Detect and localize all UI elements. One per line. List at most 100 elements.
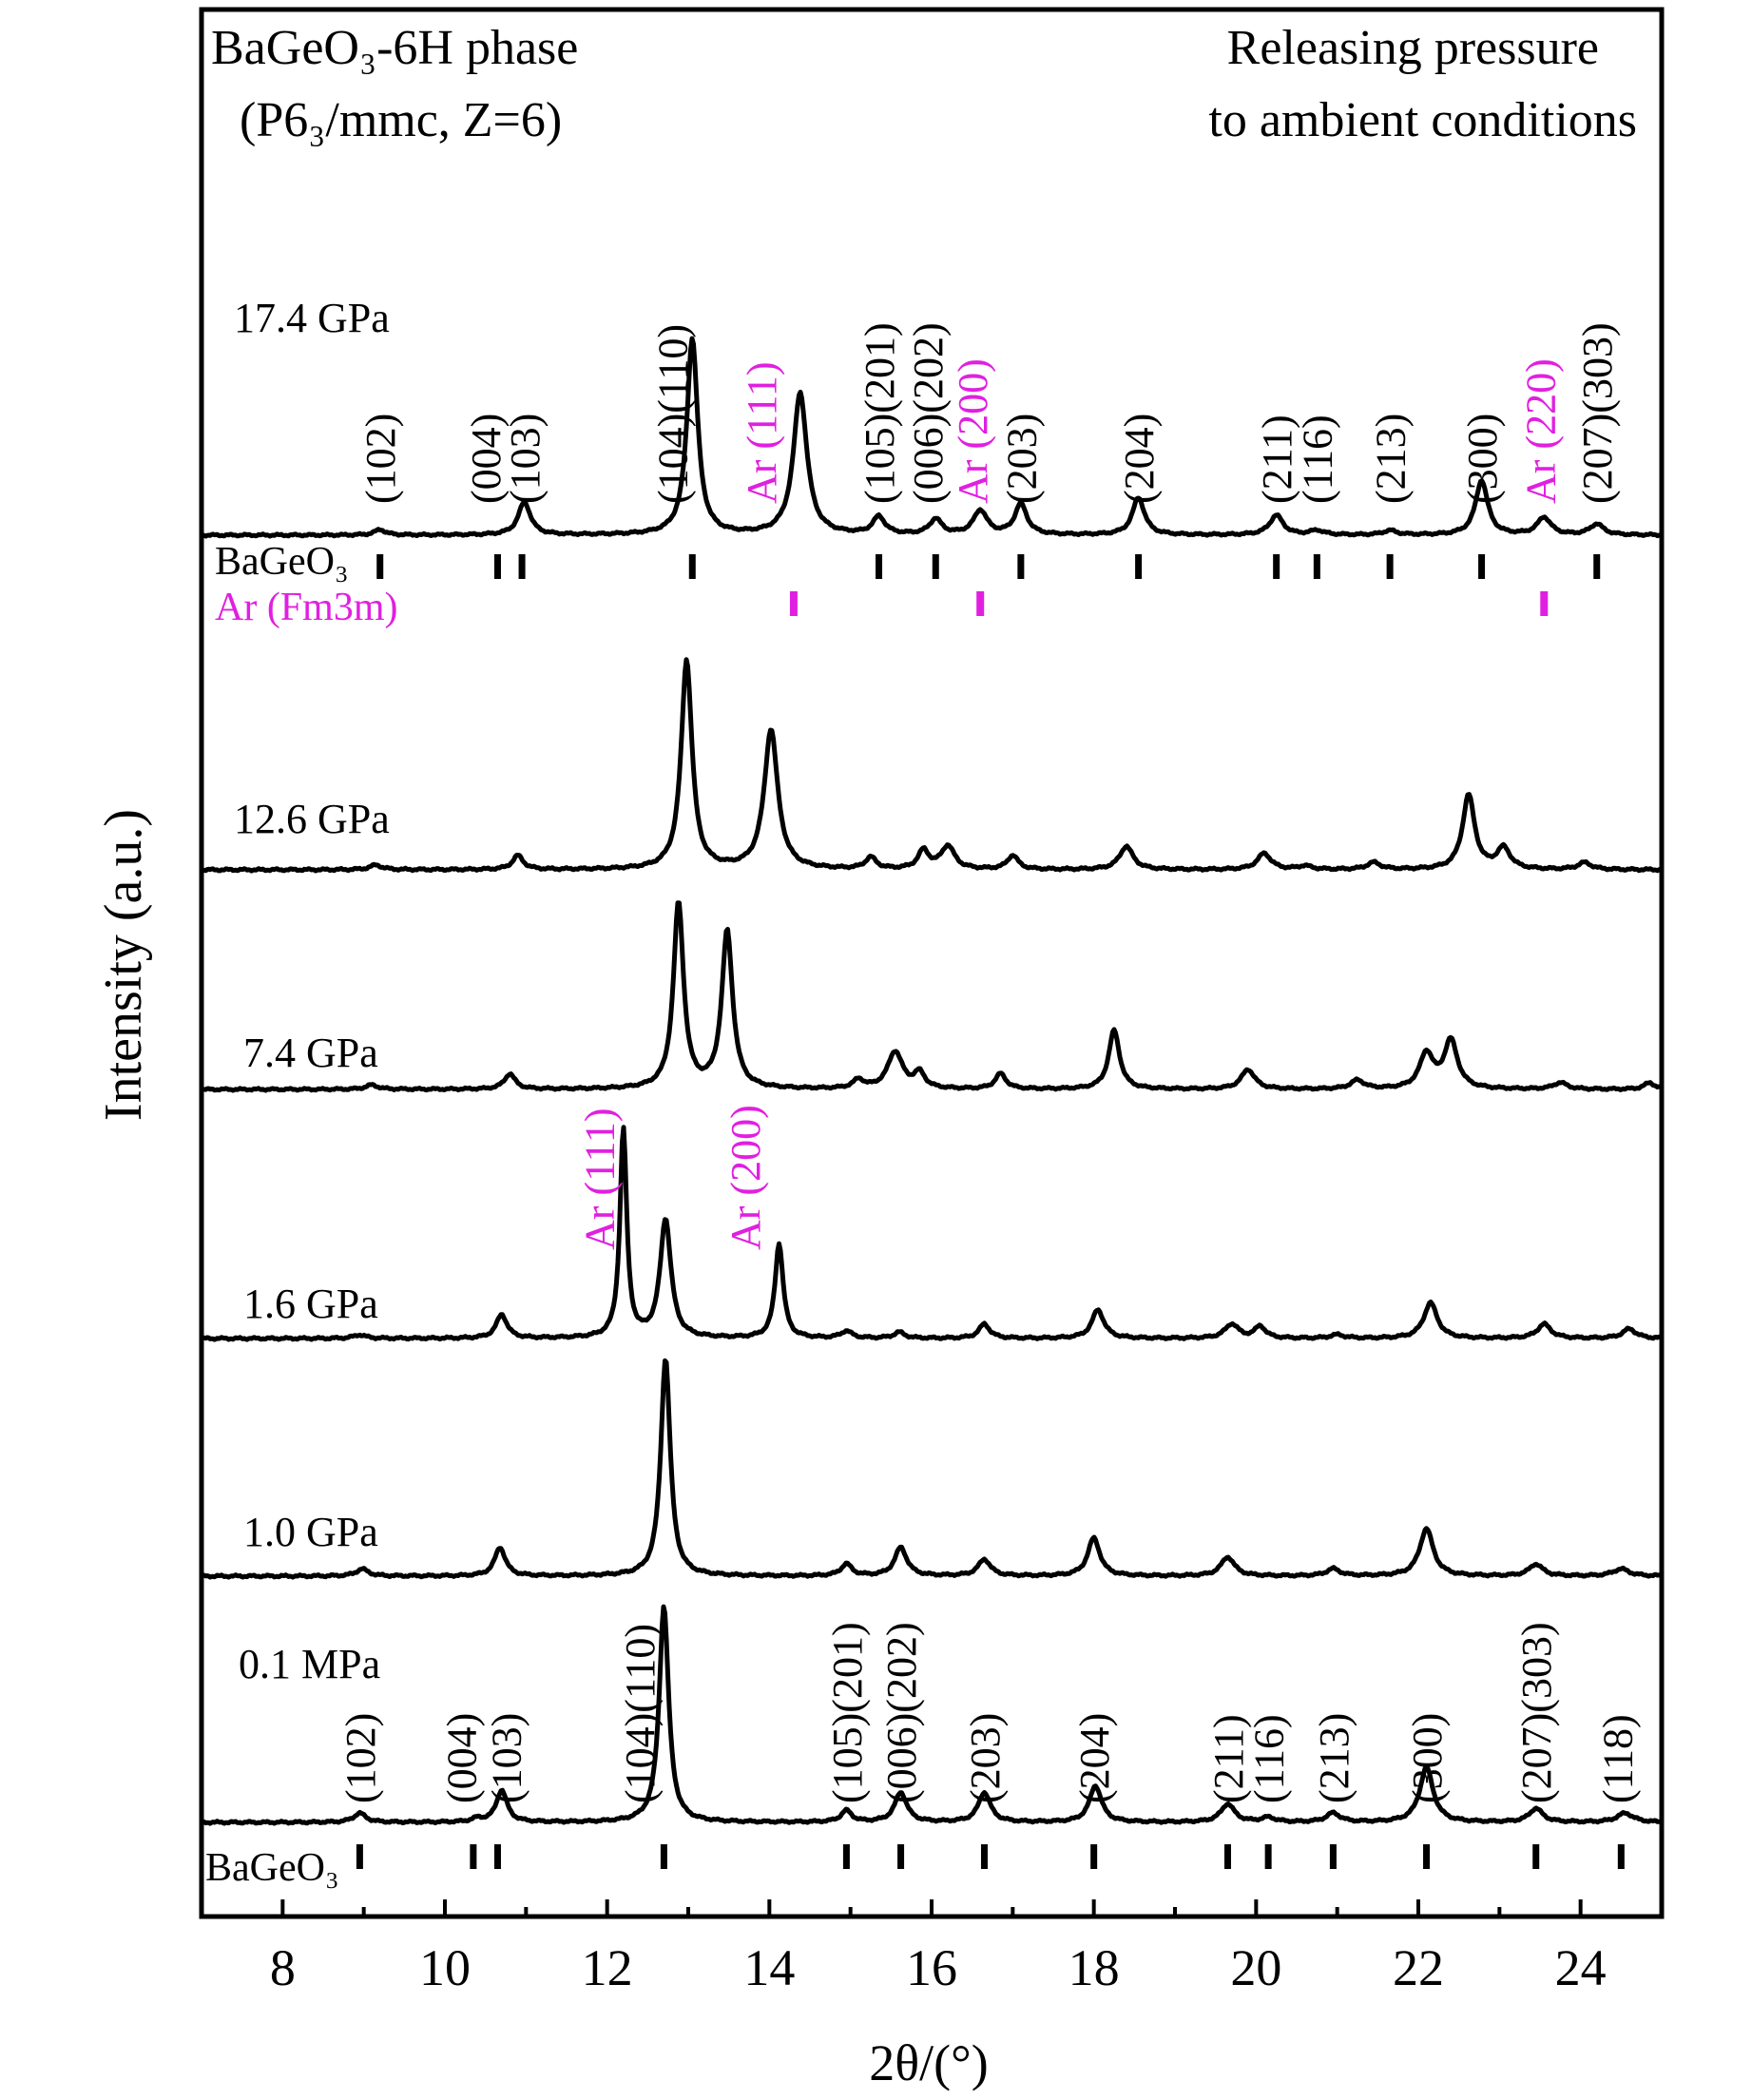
chart-annotations: BaGeO₃-6H phase (P6₃/mmc, Z=6) Releasing… — [94, 21, 1637, 2091]
reference-tick-upper-6 — [1017, 554, 1025, 579]
peak-label-bottom_pattern-13: (118) — [1595, 1714, 1642, 1803]
reference-tick-upper-3 — [688, 554, 696, 579]
reference-tick-upper-1 — [493, 554, 501, 579]
reference-tick-argon-0 — [789, 591, 798, 616]
peak-label-top_pattern-0: (102) — [357, 414, 404, 504]
reference-tick-upper-4 — [876, 554, 883, 579]
peak-label-pattern_1_6-1: Ar (200) — [722, 1105, 769, 1250]
peak-label-top_pattern-8: (203) — [998, 414, 1045, 504]
series-label-2: 7.4 GPa — [243, 1030, 378, 1076]
peak-label-top_pattern-12: (213) — [1368, 414, 1415, 504]
peak-label-top_pattern-4: Ar (111) — [739, 362, 785, 504]
reference-label-lower: BaGeO₃ — [205, 1846, 339, 1890]
series-label-5: 0.1 MPa — [239, 1641, 380, 1687]
reference-tick-argon-2 — [1540, 591, 1549, 616]
reference-tick-lower-0 — [356, 1844, 363, 1869]
reference-tick-upper-8 — [1273, 554, 1280, 579]
reference-tick-upper-0 — [376, 554, 384, 579]
peak-label-bottom_pattern-12: (207)(303) — [1513, 1622, 1560, 1803]
peak-label-top_pattern-14: Ar (220) — [1517, 358, 1564, 504]
chart-note-line-2: to ambient conditions — [1208, 93, 1637, 147]
reference-tick-lower-4 — [842, 1844, 850, 1869]
chart-title-line-1: BaGeO₃-6H phase — [211, 21, 578, 75]
x-tick-label-14: 14 — [743, 1939, 795, 1996]
reference-tick-upper-9 — [1313, 554, 1320, 579]
series-label-0: 17.4 GPa — [234, 295, 390, 341]
series-curve-5 — [201, 1604, 1664, 1826]
reference-label-argon: Ar (Fm3m) — [215, 586, 398, 629]
reference-tick-lower-8 — [1223, 1844, 1231, 1869]
series-label-3: 1.6 GPa — [243, 1281, 378, 1327]
peak-label-bottom_pattern-1: (004) — [439, 1713, 486, 1803]
x-tick-label-8: 8 — [270, 1939, 296, 1996]
y-axis-label: Intensity (a.u.) — [94, 809, 153, 1121]
x-tick-label-16: 16 — [906, 1939, 957, 1996]
reference-tick-upper-2 — [518, 554, 526, 579]
peak-label-bottom_pattern-0: (102) — [337, 1713, 384, 1803]
reference-tick-lower-5 — [897, 1844, 905, 1869]
x-tick-label-22: 22 — [1393, 1939, 1444, 1996]
series-curve-1 — [201, 657, 1663, 874]
plot-frame — [199, 7, 1665, 1919]
series-curve-3 — [200, 1125, 1664, 1342]
reference-label-upper: BaGeO₃ — [215, 540, 349, 584]
series-labels: 17.4 GPa 12.6 GPa 7.4 GPa 1.6 GPa 1.0 GPa 0.1… — [234, 295, 390, 1687]
reference-tick-lower-3 — [660, 1844, 667, 1869]
peak-label-top_pattern-15: (207)(303) — [1574, 322, 1621, 504]
series-label-1: 12.6 GPa — [234, 796, 390, 842]
x-axis-label: 2θ/(°) — [869, 2034, 988, 2091]
x-tick-label-18: 18 — [1069, 1939, 1120, 1996]
peak-label-top_pattern-9: (204) — [1116, 414, 1163, 504]
peak-label-bottom_pattern-7: (204) — [1071, 1713, 1118, 1803]
reference-tick-upper-5 — [932, 554, 939, 579]
series-label-4: 1.0 GPa — [243, 1509, 378, 1555]
peak-label-bottom_pattern-10: (213) — [1311, 1713, 1357, 1803]
reference-tick-upper-12 — [1593, 554, 1601, 579]
chart-note-line-1: Releasing pressure — [1227, 21, 1599, 75]
x-tick-label-24: 24 — [1555, 1939, 1607, 1996]
x-tick-label-12: 12 — [582, 1939, 633, 1996]
chart-title-line-2: (P6₃/mmc, Z=6) — [240, 93, 562, 147]
peak-label-bottom_pattern-5: (006)(202) — [878, 1622, 925, 1803]
peak-label-bottom_pattern-11: (300) — [1404, 1713, 1451, 1803]
reference-tick-upper-10 — [1386, 554, 1394, 579]
peak-label-top_pattern-13: (300) — [1459, 414, 1506, 504]
reference-tick-lower-6 — [980, 1844, 988, 1869]
peak-label-top_pattern-5: (105)(201) — [857, 322, 903, 504]
peak-label-bottom_pattern-2: (103) — [483, 1713, 529, 1803]
peak-label-top_pattern-10: (211) — [1254, 414, 1300, 504]
peak-label-bottom_pattern-8: (211) — [1205, 1714, 1252, 1803]
reference-tick-upper-11 — [1478, 554, 1486, 579]
reference-tick-lower-10 — [1329, 1844, 1337, 1869]
peak-label-bottom_pattern-4: (105)(201) — [824, 1622, 871, 1803]
reference-tick-argon-1 — [976, 591, 985, 616]
peak-label-top_pattern-1: (004) — [463, 414, 510, 504]
reference-tick-lower-13 — [1617, 1844, 1625, 1869]
reference-tick-lower-7 — [1090, 1844, 1098, 1869]
peak-label-top_pattern-2: (103) — [502, 414, 549, 504]
peak-label-bottom_pattern-9: (116) — [1246, 1714, 1293, 1803]
x-tick-label-10: 10 — [419, 1939, 471, 1996]
reference-tick-lower-2 — [493, 1844, 501, 1869]
peak-label-bottom_pattern-3: (104)(110) — [617, 1624, 664, 1803]
peak-label-pattern_1_6-0: Ar (111) — [577, 1108, 624, 1250]
series-curve-0 — [201, 336, 1663, 539]
reference-tick-upper-7 — [1135, 554, 1143, 579]
reference-tick-lower-11 — [1423, 1844, 1431, 1869]
reference-tick-lower-1 — [470, 1844, 477, 1869]
peak-label-bottom_pattern-6: (203) — [962, 1713, 1009, 1803]
x-axis: 8 10 12 14 16 18 20 22 24 — [200, 1899, 1664, 1996]
reference-ticks — [356, 554, 1625, 1869]
reference-tick-lower-9 — [1264, 1844, 1272, 1869]
diffraction-curves — [200, 336, 1664, 1826]
peak-label-top_pattern-11: (116) — [1295, 414, 1341, 504]
series-curve-2 — [200, 900, 1664, 1093]
peak-labels: (102) (004)(103) (104)(110) Ar (111) (105)(2… — [337, 322, 1642, 1803]
x-tick-label-20: 20 — [1230, 1939, 1281, 1996]
peak-label-top_pattern-6: (006)(202) — [905, 322, 952, 504]
peak-label-top_pattern-7: Ar (200) — [950, 358, 996, 504]
reference-tick-lower-12 — [1532, 1844, 1540, 1869]
peak-label-top_pattern-3: (104)(110) — [649, 324, 696, 504]
series-curve-4 — [200, 1358, 1664, 1580]
